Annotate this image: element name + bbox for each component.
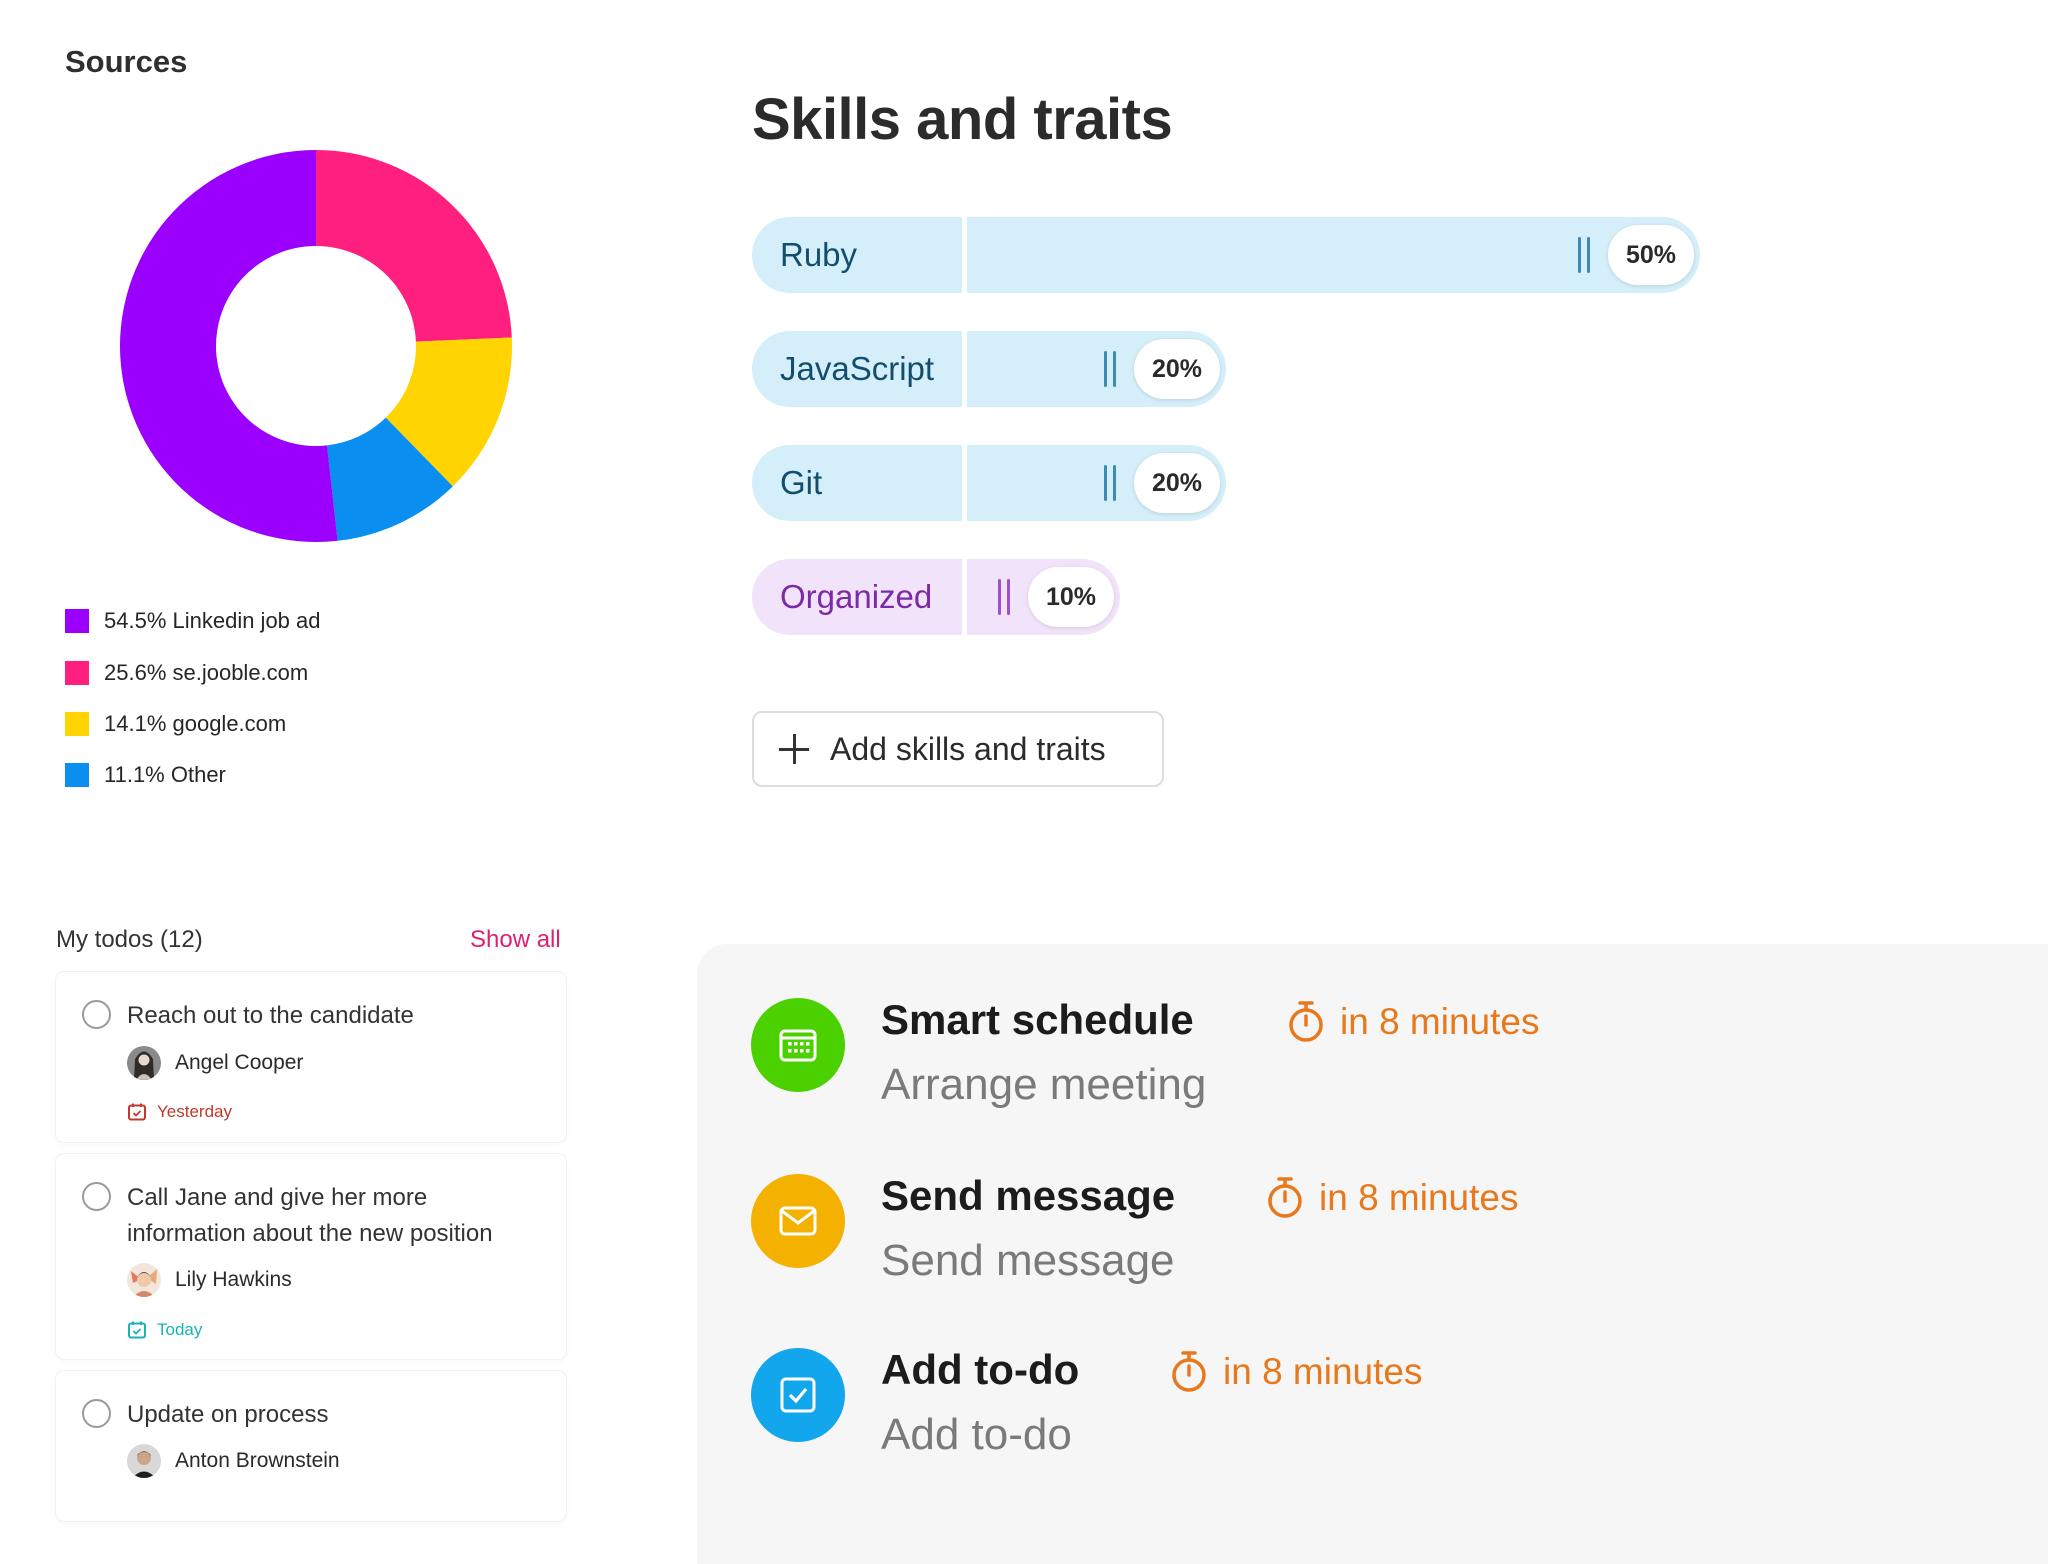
calendar-icon (128, 1321, 146, 1339)
due-date-text: Today (157, 1320, 203, 1339)
skill-percent-badge: 20% (1134, 453, 1220, 513)
todo-card[interactable]: Call Jane and give her more information … (56, 1154, 566, 1359)
skill-percent-badge: 50% (1608, 225, 1694, 285)
todo-assignee: Lily Hawkins (127, 1263, 292, 1297)
legend-label: 25.6% se.jooble.com (104, 660, 309, 685)
todo-checkbox[interactable] (82, 1399, 111, 1428)
timer-text: in 8 minutes (1223, 1351, 1423, 1392)
action-title: Smart schedule (881, 996, 1194, 1043)
timer-text: in 8 minutes (1340, 1001, 1540, 1042)
skill-bar-javascript[interactable]: JavaScript 20% (752, 331, 1226, 407)
plus-icon (778, 733, 810, 765)
skill-bar-ruby[interactable]: Ruby 50% (752, 217, 1700, 293)
assignee-name: Anton Brownstein (175, 1449, 340, 1472)
legend-item: 54.5% Linkedin job ad (65, 606, 321, 636)
checkbox-icon[interactable] (751, 1348, 845, 1442)
donut-slice-other (327, 417, 453, 541)
sources-title: Sources (65, 44, 188, 79)
assignee-name: Lily Hawkins (175, 1268, 292, 1291)
skill-bar-git[interactable]: Git 20% (752, 445, 1226, 521)
skills-title: Skills and traits (752, 87, 1173, 152)
drag-handle-icon[interactable] (1104, 351, 1118, 387)
action-timer: in 8 minutes (1265, 1174, 1519, 1222)
legend-label: 11.1% Other (104, 762, 226, 787)
skill-name: Ruby (780, 236, 858, 273)
skills-panel: Skills and traits Ruby 50% JavaScript 20… (740, 0, 2040, 820)
action-send-message[interactable]: Send message in 8 minutes Send message (751, 1172, 1551, 1294)
legend-swatch (65, 763, 89, 787)
stopwatch-icon (1289, 1001, 1323, 1042)
action-subtitle: Add to-do (881, 1410, 1072, 1459)
stopwatch-icon (1172, 1351, 1206, 1392)
skill-divider (962, 217, 967, 293)
avatar (127, 1263, 161, 1297)
legend-label: 54.5% Linkedin job ad (104, 608, 321, 633)
legend-swatch (65, 661, 89, 685)
skill-name: JavaScript (780, 350, 935, 387)
todos-panel: My todos (12) Show all Reach out to the … (0, 900, 700, 1536)
sources-panel: Sources 54.5% Linkedin job ad 25.6% se.j… (0, 0, 700, 850)
skill-name: Git (780, 464, 823, 501)
legend-swatch (65, 712, 89, 736)
trait-bar-organized[interactable]: Organized 10% (752, 559, 1120, 635)
sources-donut-chart (119, 150, 512, 542)
todo-assignee: Angel Cooper (127, 1046, 303, 1080)
action-title: Add to-do (881, 1346, 1080, 1393)
action-timer: in 8 minutes (1169, 1348, 1423, 1396)
action-title: Send message (881, 1172, 1176, 1219)
donut-slice-linkedin-job-ad (119, 150, 338, 542)
todo-due-date: Yesterday (127, 1100, 232, 1124)
drag-handle-icon[interactable] (998, 579, 1012, 615)
timer-text: in 8 minutes (1319, 1177, 1519, 1218)
show-all-link[interactable]: Show all (470, 926, 561, 953)
legend-item: 11.1% Other (65, 760, 226, 790)
todo-checkbox[interactable] (82, 1182, 111, 1211)
skill-percent-badge: 10% (1028, 567, 1114, 627)
legend-item: 14.1% google.com (65, 709, 286, 739)
action-smart-schedule[interactable]: Smart schedule in 8 minutes Arrange meet… (751, 996, 1551, 1118)
actions-panel: Smart schedule in 8 minutes Arrange meet… (697, 944, 2048, 1564)
todo-assignee: Anton Brownstein (127, 1444, 340, 1478)
todo-text: Update on process (127, 1401, 329, 1428)
stopwatch-icon (1268, 1177, 1302, 1218)
skill-divider (962, 445, 967, 521)
todo-card[interactable]: Update on process Anton Brownstein (56, 1371, 566, 1521)
action-add-todo[interactable]: Add to-do in 8 minutes Add to-do (751, 1346, 1551, 1468)
envelope-icon[interactable] (751, 1174, 845, 1268)
legend-swatch (65, 609, 89, 633)
avatar (127, 1444, 161, 1478)
action-timer: in 8 minutes (1286, 998, 1540, 1046)
action-subtitle: Arrange meeting (881, 1060, 1207, 1109)
due-date-text: Yesterday (157, 1102, 232, 1121)
todo-card[interactable]: Reach out to the candidate Angel Cooper … (56, 972, 566, 1142)
calendar-icon[interactable] (751, 998, 845, 1092)
add-skills-label: Add skills and traits (830, 730, 1106, 767)
drag-handle-icon[interactable] (1578, 237, 1592, 273)
todo-checkbox[interactable] (82, 1000, 111, 1029)
todo-text: Reach out to the candidate (127, 1002, 414, 1029)
todos-title: My todos (12) (56, 926, 203, 953)
skill-divider (962, 331, 967, 407)
drag-handle-icon[interactable] (1104, 465, 1118, 501)
donut-slice-se-jooble-com (316, 150, 512, 342)
legend-label: 14.1% google.com (104, 711, 287, 736)
skill-percent-badge: 20% (1134, 339, 1220, 399)
donut-slice-google-com (385, 337, 512, 487)
calendar-icon (128, 1103, 146, 1121)
todo-text: Call Jane and give her more information … (127, 1184, 493, 1247)
legend-item: 25.6% se.jooble.com (65, 658, 308, 688)
avatar (127, 1046, 161, 1080)
action-subtitle: Send message (881, 1236, 1175, 1285)
todo-due-date: Today (127, 1318, 202, 1342)
skill-name: Organized (780, 578, 933, 615)
assignee-name: Angel Cooper (175, 1051, 304, 1074)
skill-divider (962, 559, 967, 635)
add-skills-button[interactable]: Add skills and traits (752, 711, 1164, 787)
